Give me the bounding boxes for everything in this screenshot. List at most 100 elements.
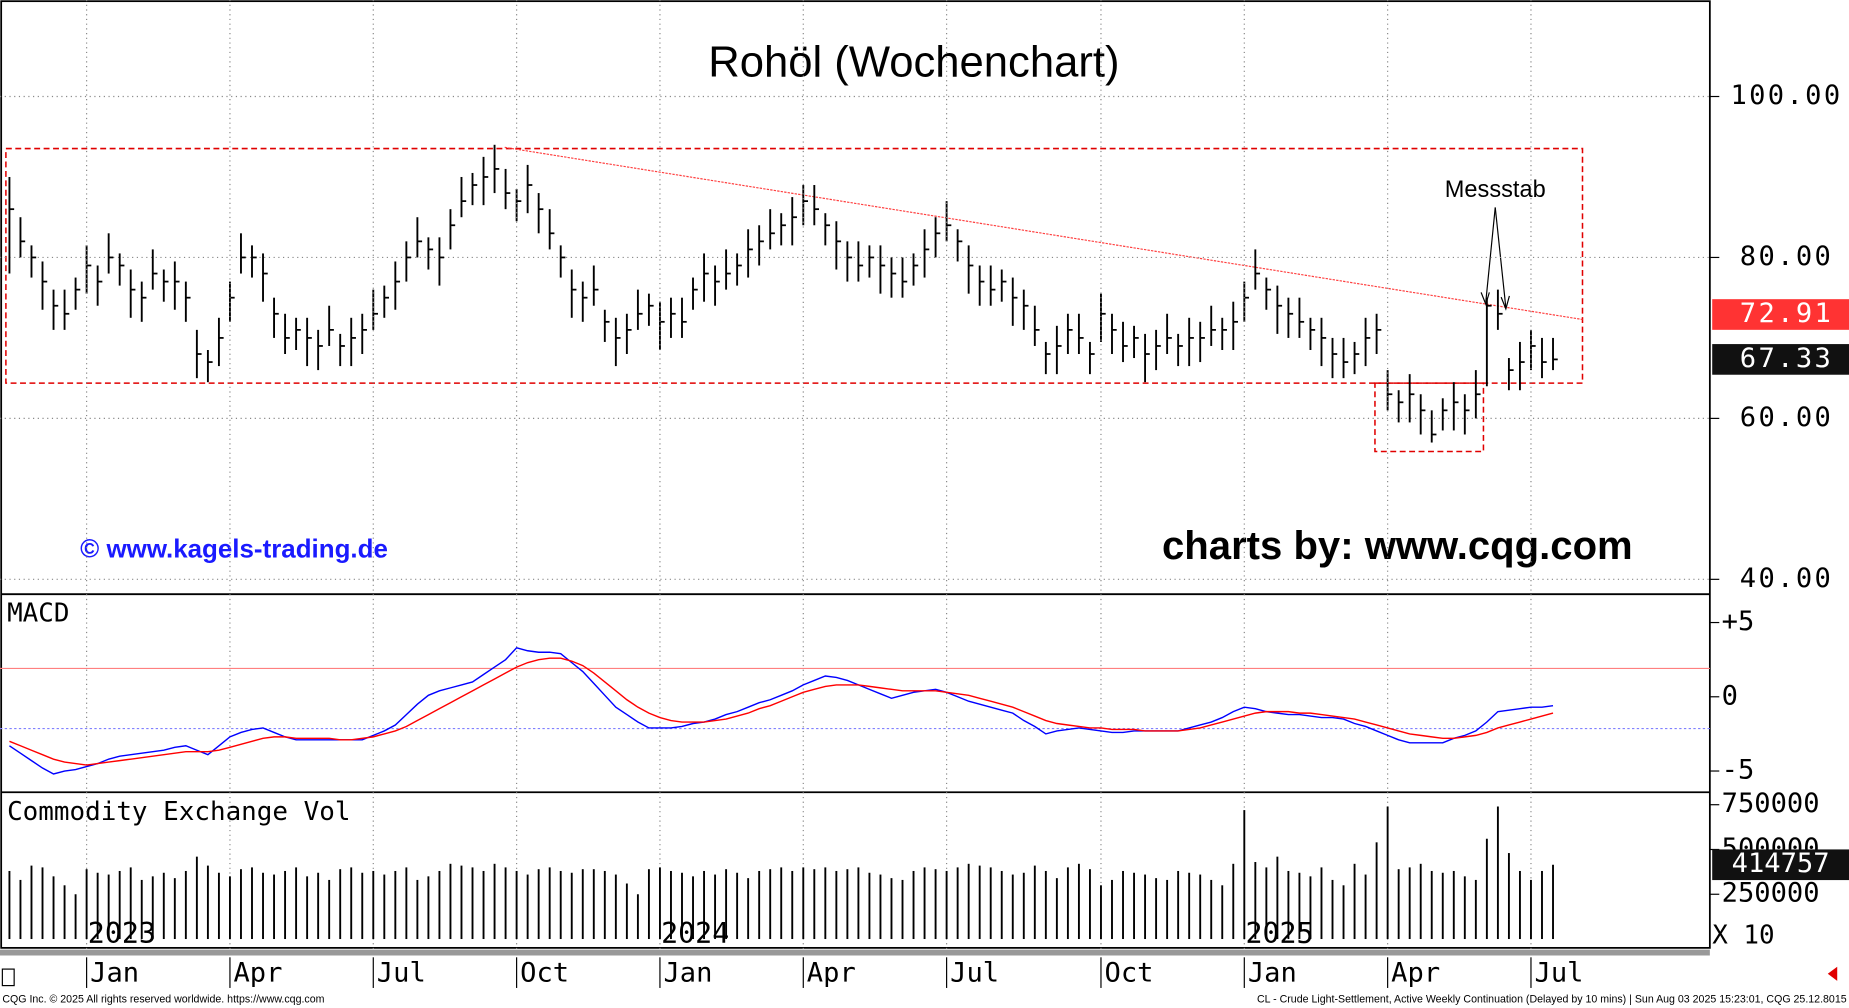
y-tick-label: 0 (1722, 680, 1738, 711)
volume-bar (1331, 879, 1334, 940)
volume-bar (19, 879, 22, 940)
volume-bar (405, 867, 408, 940)
volume-bar (537, 869, 540, 940)
volume-bar (217, 872, 220, 940)
last-volume-marker (1712, 849, 1849, 881)
volume-bar (912, 870, 915, 940)
volume-bar (1298, 872, 1301, 940)
volume-bar (74, 894, 77, 940)
trend-line (504, 146, 1583, 321)
last-price-marker (1712, 344, 1849, 375)
volume-bar (703, 870, 705, 940)
volume-bar (1408, 867, 1411, 940)
scroll-arrow (1827, 966, 1838, 981)
volume-bar (1066, 867, 1069, 940)
volume-bar (681, 872, 683, 940)
annotation: Messstab (1445, 176, 1546, 202)
volume-bar (659, 867, 661, 940)
macd-line (9, 657, 1554, 766)
price-marker-label: 72.91 (1740, 298, 1833, 329)
volume-bar (603, 870, 606, 940)
plot-frame (0, 0, 1711, 949)
volume-bar (173, 878, 176, 940)
volume-bar (967, 863, 970, 940)
volume-bar (846, 869, 849, 940)
x-tick-label: Apr (807, 957, 856, 988)
volume-bar (1022, 872, 1025, 940)
volume-bar (8, 870, 11, 940)
volume-bar (901, 879, 904, 940)
volume-bar (1033, 865, 1036, 940)
volume-bar (1507, 853, 1510, 940)
volume-bar (1530, 879, 1532, 940)
volume-bar (1375, 842, 1378, 940)
volume-bar (273, 874, 275, 940)
y-tick-label: 40.00 (1740, 563, 1833, 594)
volume-bar (1210, 879, 1213, 940)
volume-bar (1463, 876, 1466, 940)
volume-bar (383, 874, 386, 940)
y-tick-label: +5 (1722, 606, 1755, 637)
volume-bar (1088, 869, 1091, 940)
volume-bar (1309, 876, 1312, 940)
volume-bar (1232, 863, 1235, 940)
volume-bar (824, 867, 827, 940)
x-tick-label: Apr (233, 957, 282, 988)
panel-label: Commodity Exchange Vol (7, 797, 350, 827)
volume-bar (570, 872, 573, 940)
x-tick-label: Jul (950, 957, 999, 988)
volume-bar (725, 869, 728, 940)
volume-bar (791, 870, 794, 940)
volume-bar (262, 872, 264, 940)
volume-bar (780, 867, 783, 940)
volume-bar (526, 874, 529, 940)
volume-bar (614, 874, 617, 940)
last-price-label: 67.33 (1740, 343, 1833, 374)
source: charts by: www.cqg.com (1162, 524, 1633, 568)
volume-bar (636, 894, 639, 940)
volume-bar (1077, 863, 1080, 940)
volume-bar (471, 867, 474, 940)
volume-bar (1364, 874, 1367, 940)
volume-bar (1552, 864, 1554, 940)
volume-bar (592, 869, 595, 940)
volume-bar (504, 867, 507, 940)
volume-bar (416, 879, 419, 940)
volume-bar (670, 870, 672, 940)
volume-bar (1000, 870, 1003, 940)
x-tick-label: Jan (663, 957, 712, 988)
volume-bar (548, 867, 551, 940)
volume-bar (394, 870, 397, 940)
volume-bar (1430, 870, 1433, 940)
volume-bar (85, 869, 88, 940)
y-tick-label: -5 (1722, 755, 1755, 786)
year-label: 2024 (661, 917, 729, 950)
volume-bar (96, 872, 99, 940)
range-box (5, 147, 1584, 384)
y-tick-label: 250000 (1722, 878, 1820, 909)
volume-bar (879, 874, 882, 940)
volume-bar (361, 872, 364, 940)
volume-bar (162, 872, 165, 940)
volume-bar (736, 872, 739, 940)
x-tick-label: Apr (1391, 957, 1440, 988)
volume-bar (460, 865, 463, 940)
volume-bar (1111, 879, 1113, 940)
volume-bar (41, 867, 44, 940)
volume-bar (692, 876, 694, 940)
volume-bar (140, 879, 143, 940)
last-volume-label: 414757 (1732, 848, 1830, 879)
volume-bar (1518, 870, 1521, 940)
volume-bar (1485, 838, 1488, 940)
y-tick-label: 750000 (1722, 788, 1820, 819)
volume-bar (129, 867, 132, 940)
chart-title: Rohöl (Wochenchart) (708, 38, 1119, 86)
volume-bar (1177, 870, 1180, 940)
y-tick-label: 100.00 (1730, 80, 1842, 111)
volume-bar (1287, 870, 1290, 940)
volume-bar (802, 867, 805, 940)
arrow-head (1480, 292, 1510, 311)
volume-bar (581, 869, 584, 940)
volume-bar (890, 878, 893, 940)
